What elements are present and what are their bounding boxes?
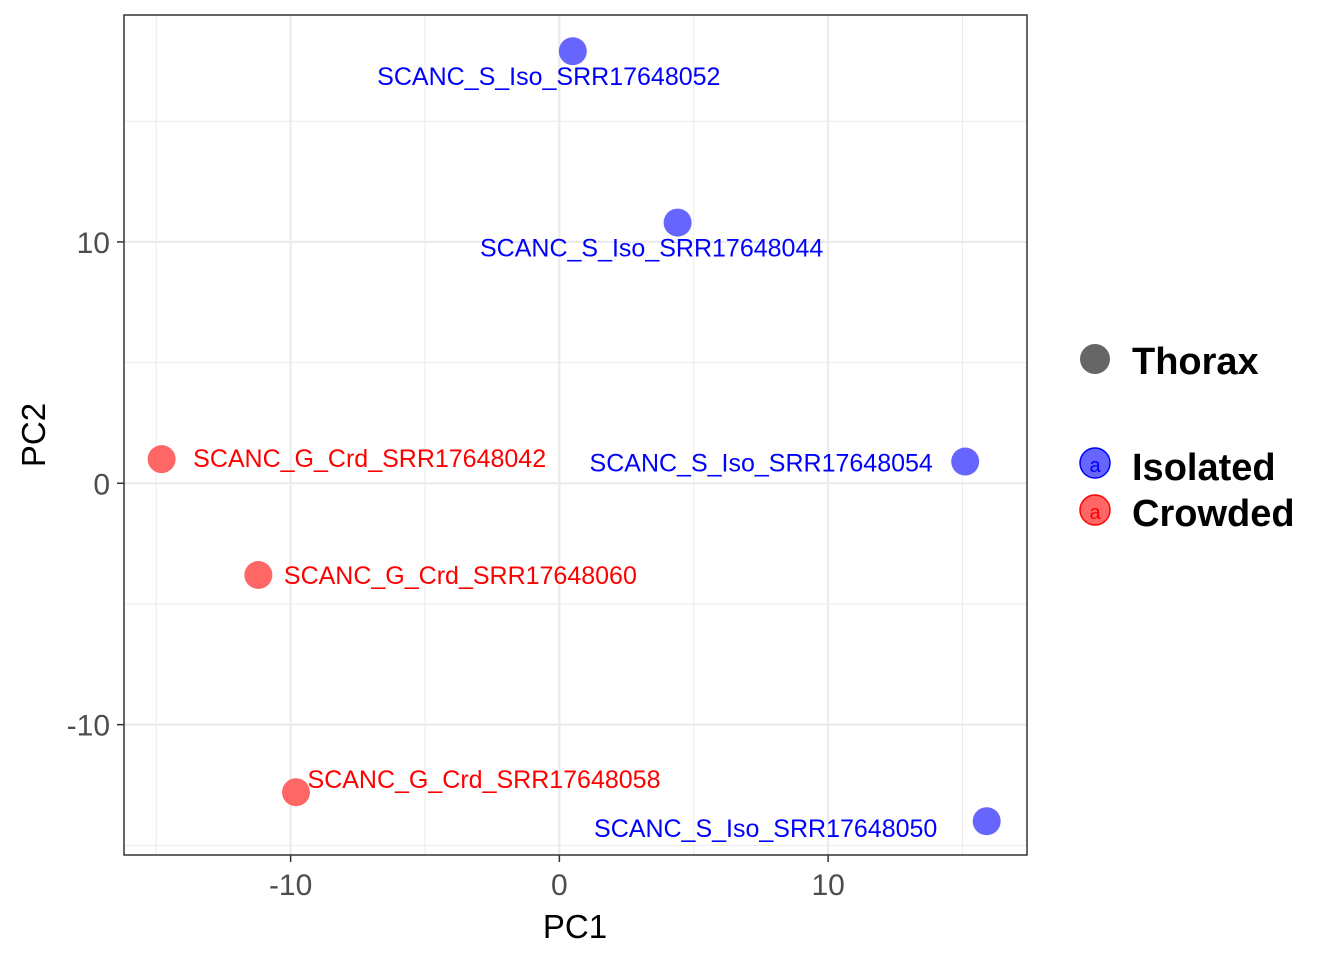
grid-minor [124, 15, 1027, 855]
legend-key-crowded [1079, 494, 1111, 526]
data-point [244, 561, 273, 589]
point-label: SCANC_G_Crd_SRR17648060 [284, 562, 637, 590]
legend: Thorax a Isolated a Crowded [1079, 341, 1295, 535]
data-point [972, 807, 1001, 836]
legend-key-glyph-crowded: a [1089, 502, 1101, 524]
point-label: SCANC_G_Crd_SRR17648042 [193, 445, 546, 473]
axis-ticks [117, 241, 829, 862]
panel-border [123, 14, 1028, 856]
y-tick-label: 0 [93, 468, 110, 501]
point-label: SCANC_S_Iso_SRR17648054 [590, 450, 933, 478]
x-axis-title: PC1 [543, 908, 607, 945]
point-labels: SCANC_S_Iso_SRR17648052 SCANC_S_Iso_SRR17… [193, 63, 937, 843]
data-point [558, 37, 587, 66]
point-label: SCANC_S_Iso_SRR17648052 [377, 63, 720, 91]
legend-label-crowded: Crowded [1132, 493, 1295, 535]
axis-tick-labels: -10 0 10 -10 0 10 [67, 227, 845, 902]
y-tick-label: -10 [67, 710, 110, 743]
point-label: SCANC_G_Crd_SRR17648058 [308, 766, 661, 794]
data-points [147, 37, 1001, 836]
data-point [663, 208, 692, 237]
y-tick-label: 10 [77, 227, 110, 260]
legend-key-isolated [1079, 447, 1111, 479]
data-point [282, 778, 310, 807]
legend-label-isolated: Isolated [1132, 447, 1276, 489]
legend-key-glyph-isolated: a [1089, 455, 1101, 477]
x-tick-label: 10 [811, 869, 844, 902]
data-point [147, 445, 176, 474]
point-label: SCANC_S_Iso_SRR17648050 [594, 815, 937, 843]
legend-shape-key [1080, 344, 1110, 374]
x-tick-label: 0 [551, 869, 568, 902]
legend-shape-title: Thorax [1132, 341, 1259, 383]
y-axis-title: PC2 [15, 403, 52, 467]
data-point [951, 447, 980, 476]
point-label: SCANC_S_Iso_SRR17648044 [480, 235, 823, 263]
grid-major [124, 15, 1027, 855]
x-tick-label: -10 [269, 869, 312, 902]
